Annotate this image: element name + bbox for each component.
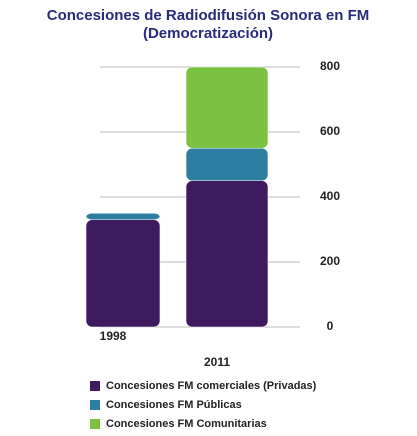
y-tick-label: 200 [320,254,340,268]
y-tick-label: 800 [320,59,340,73]
bar-segment [85,212,161,221]
legend-label: Concesiones FM Comunitarias [106,418,267,430]
legend-swatch [90,381,100,391]
y-tick-label: 600 [320,124,340,138]
legend-label: Concesiones FM comerciales (Privadas) [106,380,317,392]
chart-title: Concesiones de Radiodifusión Sonora en F… [47,7,370,24]
x-tick-label: 1998 [100,329,127,343]
bar-segment [185,180,269,328]
bar-segment [185,66,269,149]
legend-label: Concesiones FM Públicas [106,399,242,411]
bar-segment [185,147,269,182]
bar-segment [85,219,161,328]
y-tick-label: 400 [320,189,340,203]
legend-swatch [90,400,100,410]
chart-subtitle: (Democratización) [143,25,273,42]
legend-swatch [90,419,100,429]
y-tick-label: 0 [327,319,334,333]
x-tick-label: 2011 [204,355,230,369]
